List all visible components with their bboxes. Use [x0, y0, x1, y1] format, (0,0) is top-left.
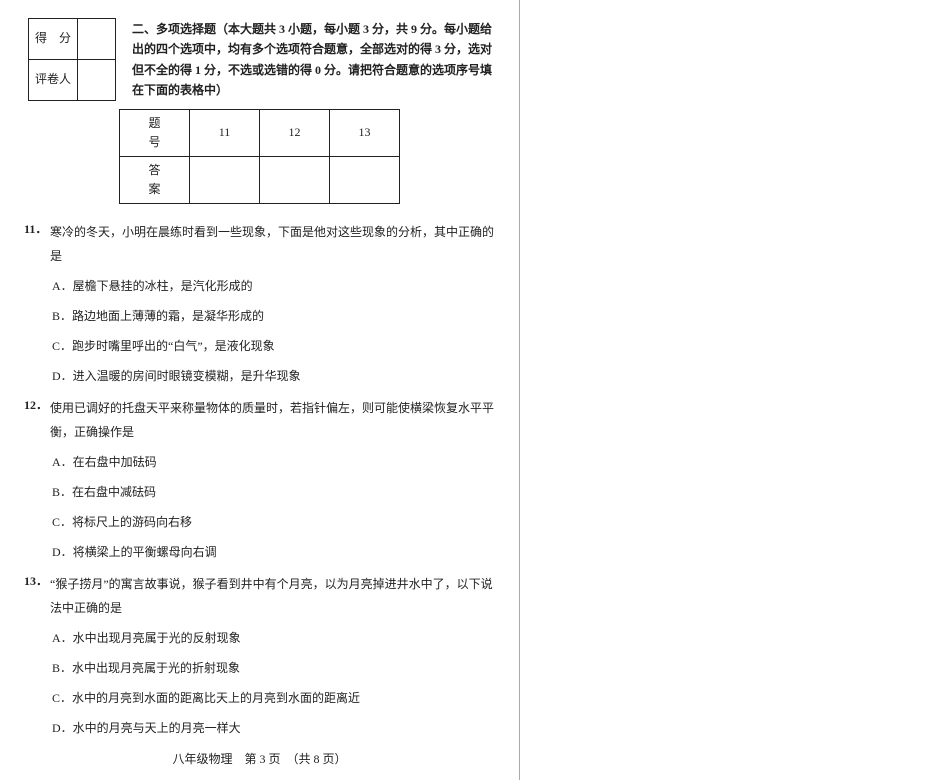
grader-blank — [78, 59, 116, 100]
q11-number: 11． — [24, 220, 50, 388]
question-13: 13． “猴子捞月”的寓言故事说，猴子看到井中有个月亮，以为月亮掉进井水中了，以… — [24, 572, 495, 740]
q13-option-d: D．水中的月亮与天上的月亮一样大 — [52, 716, 495, 740]
section-instructions: 二、多项选择题（本大题共 3 小题，每小题 3 分，共 9 分。每小题给出的四个… — [132, 18, 495, 101]
q11-option-c: C．跑步时嘴里呼出的“白气”，是液化现象 — [52, 334, 495, 358]
q11-option-a: A．屋檐下悬挂的冰柱，是汽化形成的 — [52, 274, 495, 298]
q12-options: A．在右盘中加砝码 B．在右盘中减砝码 C．将标尺上的游码向右移 D．将横梁上的… — [50, 450, 495, 564]
q11-option-b: B．路边地面上薄薄的霜，是凝华形成的 — [52, 304, 495, 328]
ans-hdr-answer: 答 案 — [120, 156, 190, 203]
ans-blank-12 — [260, 156, 330, 203]
ans-col-13: 13 — [330, 109, 400, 156]
ans-col-12: 12 — [260, 109, 330, 156]
page-header-row: 得 分 评卷人 二、多项选择题（本大题共 3 小题，每小题 3 分，共 9 分。… — [24, 18, 495, 101]
q12-option-a: A．在右盘中加砝码 — [52, 450, 495, 474]
q12-stem: 使用已调好的托盘天平来称量物体的质量时，若指针偏左，则可能使横梁恢复水平平衡，正… — [50, 396, 495, 444]
grader-label: 评卷人 — [29, 59, 78, 100]
q11-option-d: D．进入温暖的房间时眼镜变模糊，是升华现象 — [52, 364, 495, 388]
q12-number: 12． — [24, 396, 50, 564]
score-box-table: 得 分 评卷人 — [28, 18, 116, 101]
ans-hdr-qnum: 题 号 — [120, 109, 190, 156]
question-12: 12． 使用已调好的托盘天平来称量物体的质量时，若指针偏左，则可能使横梁恢复水平… — [24, 396, 495, 564]
q13-option-c: C．水中的月亮到水面的距离比天上的月亮到水面的距离近 — [52, 686, 495, 710]
q13-options: A．水中出现月亮属于光的反射现象 B．水中出现月亮属于光的折射现象 C．水中的月… — [50, 626, 495, 740]
exam-page: 得 分 评卷人 二、多项选择题（本大题共 3 小题，每小题 3 分，共 9 分。… — [0, 0, 520, 780]
ans-col-11: 11 — [190, 109, 260, 156]
q13-option-a: A．水中出现月亮属于光的反射现象 — [52, 626, 495, 650]
question-11: 11． 寒冷的冬天，小明在晨练时看到一些现象，下面是他对这些现象的分析，其中正确… — [24, 220, 495, 388]
score-blank — [78, 19, 116, 60]
q12-option-c: C．将标尺上的游码向右移 — [52, 510, 495, 534]
page-footer: 八年级物理 第 3 页 （共 8 页） — [24, 750, 495, 769]
q12-option-d: D．将横梁上的平衡螺母向右调 — [52, 540, 495, 564]
q12-option-b: B．在右盘中减砝码 — [52, 480, 495, 504]
ans-blank-13 — [330, 156, 400, 203]
q13-stem: “猴子捞月”的寓言故事说，猴子看到井中有个月亮，以为月亮掉进井水中了，以下说法中… — [50, 572, 495, 620]
q11-stem: 寒冷的冬天，小明在晨练时看到一些现象，下面是他对这些现象的分析，其中正确的是 — [50, 220, 495, 268]
score-label: 得 分 — [29, 19, 78, 60]
ans-blank-11 — [190, 156, 260, 203]
q13-option-b: B．水中出现月亮属于光的折射现象 — [52, 656, 495, 680]
q11-options: A．屋檐下悬挂的冰柱，是汽化形成的 B．路边地面上薄薄的霜，是凝华形成的 C．跑… — [50, 274, 495, 388]
answer-table: 题 号 11 12 13 答 案 — [119, 109, 400, 205]
q13-number: 13． — [24, 572, 50, 740]
